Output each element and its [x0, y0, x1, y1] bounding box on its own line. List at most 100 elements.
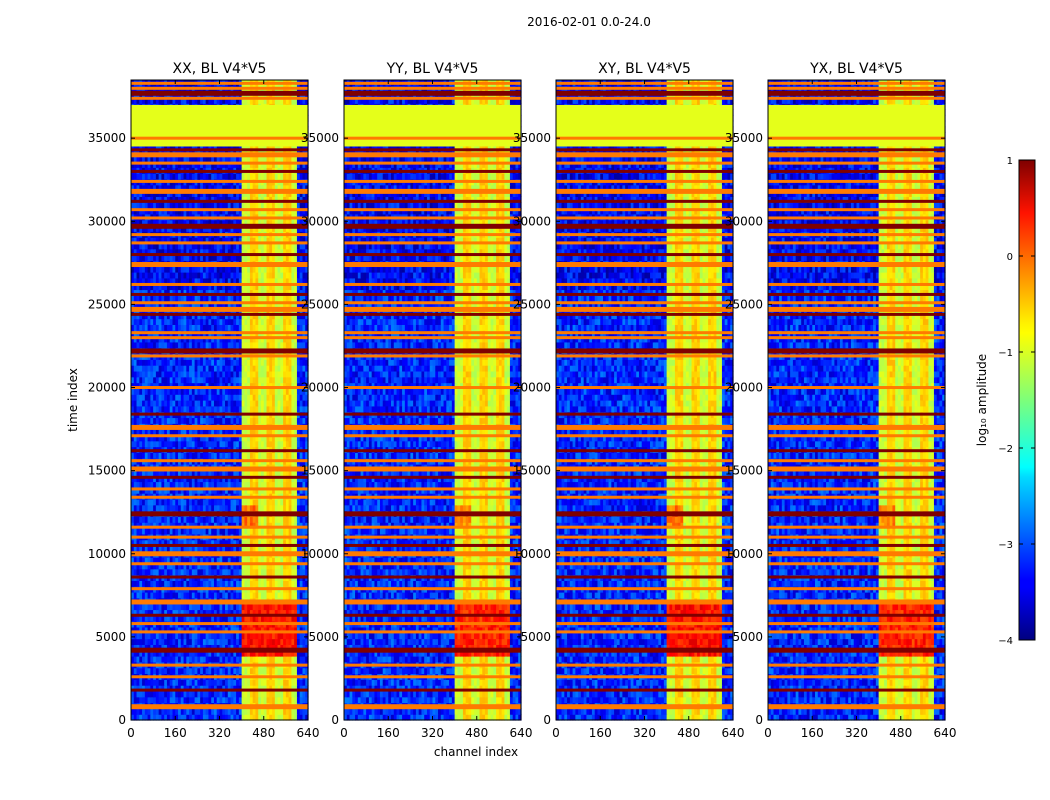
heatmap-cell	[280, 522, 284, 529]
heatmap-cell	[241, 632, 245, 640]
heatmap-cell	[227, 562, 232, 570]
heatmap-cell	[153, 609, 157, 616]
heatmap-cell	[294, 650, 298, 657]
heatmap-cell	[186, 696, 190, 704]
heatmap-cell	[191, 667, 196, 675]
heatmap-cell	[277, 714, 281, 721]
heatmap-cell	[277, 708, 281, 715]
heatmap-cell	[222, 429, 226, 436]
heatmap-cell	[136, 382, 140, 389]
heatmap-cell	[172, 592, 176, 599]
heatmap-cell	[147, 644, 151, 651]
heatmap-cell	[219, 603, 223, 611]
heatmap-cell	[194, 592, 198, 599]
heatmap-cell	[208, 545, 212, 552]
heatmap-cell	[191, 452, 196, 459]
heatmap-cell	[225, 667, 229, 675]
heatmap-cell	[263, 481, 268, 488]
heatmap-cell	[172, 400, 176, 407]
heatmap-cell	[147, 656, 151, 663]
heatmap-cell	[230, 562, 234, 570]
heatmap-cell	[258, 667, 262, 675]
heatmap-cell	[142, 539, 146, 547]
heatmap-cell	[283, 522, 287, 529]
heatmap-cell	[200, 615, 204, 622]
heatmap-cell	[296, 603, 301, 611]
heatmap-cell	[197, 557, 201, 564]
heatmap-cell	[225, 522, 229, 529]
heatmap-cell	[180, 714, 185, 721]
heatmap-cell	[244, 626, 248, 634]
heatmap-cell	[299, 656, 304, 663]
heatmap-cell	[172, 522, 176, 529]
heatmap-cell	[280, 609, 284, 616]
heatmap-cell	[191, 708, 196, 715]
heatmap-cell	[166, 592, 171, 599]
heatmap-cell	[164, 667, 168, 675]
heatmap-cell	[230, 685, 234, 692]
heatmap-cell	[238, 632, 243, 640]
heatmap-cell	[166, 615, 171, 622]
heatmap-cell	[186, 481, 190, 488]
heatmap-cell	[155, 615, 160, 622]
heatmap-cell	[266, 685, 270, 692]
heatmap-cell	[153, 528, 157, 535]
heatmap-cell	[211, 545, 215, 552]
heatmap-cell	[285, 452, 290, 459]
heatmap-cell	[241, 539, 245, 547]
heatmap-cell	[155, 714, 160, 721]
heatmap-cell	[258, 609, 262, 616]
heatmap-cell	[136, 440, 140, 448]
heatmap-cell	[238, 638, 243, 645]
heatmap-cell	[258, 394, 262, 401]
heatmap-cell	[222, 545, 226, 552]
heatmap-cell	[272, 481, 276, 488]
heatmap-cell	[280, 429, 284, 436]
heatmap-cell	[144, 429, 149, 436]
heatmap-cell	[180, 487, 185, 494]
heatmap-cell	[142, 417, 146, 424]
heatmap-cell	[175, 545, 179, 552]
heatmap-cell	[244, 609, 248, 616]
heatmap-cell	[294, 638, 298, 645]
heatmap-cell	[191, 545, 196, 552]
heatmap-cell	[241, 679, 245, 686]
heatmap-cell	[172, 539, 176, 547]
heatmap-cell	[216, 667, 221, 675]
heatmap-cell	[227, 714, 232, 721]
heatmap-cell	[194, 696, 198, 704]
heatmap-cell	[274, 475, 279, 483]
heatmap-cell	[288, 656, 293, 663]
heatmap-cell	[205, 429, 210, 436]
heatmap-cell	[227, 568, 232, 576]
heatmap-cell	[133, 516, 138, 523]
heatmap-cell	[225, 690, 229, 698]
heatmap-cell	[236, 714, 240, 721]
heatmap-cell	[236, 626, 240, 634]
heatmap-cell	[197, 469, 201, 477]
heatmap-cell	[244, 539, 248, 547]
heatmap-cell	[302, 452, 306, 459]
heatmap-cell	[194, 644, 198, 651]
heatmap-cell	[205, 417, 210, 424]
heatmap-cell	[219, 429, 223, 436]
heatmap-cell	[144, 667, 149, 675]
heatmap-cell	[144, 638, 149, 645]
heatmap-cell	[299, 557, 304, 564]
heatmap-cell	[285, 400, 290, 407]
heatmap-cell	[169, 487, 174, 494]
heatmap-cell	[255, 638, 259, 645]
heatmap-cell	[252, 516, 257, 523]
heatmap-cell	[216, 452, 221, 459]
heatmap-cell	[230, 498, 234, 506]
heatmap-cell	[216, 429, 221, 436]
heatmap-cell	[186, 615, 190, 622]
heatmap-cell	[150, 376, 154, 384]
heatmap-cell	[191, 679, 196, 686]
heatmap-cell	[131, 452, 135, 459]
heatmap-cell	[263, 679, 268, 686]
heatmap-cell	[219, 708, 223, 715]
heatmap-cell	[263, 452, 268, 459]
heatmap-cell	[296, 708, 301, 715]
heatmap-cell	[175, 487, 179, 494]
